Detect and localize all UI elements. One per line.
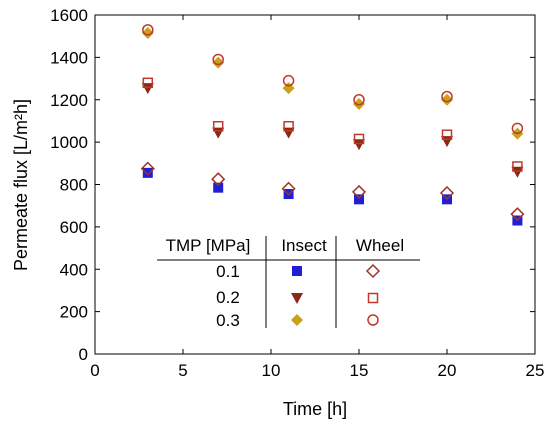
legend-markers — [291, 265, 379, 326]
x-tick-label: 20 — [438, 361, 457, 380]
legend-marker-square-open — [369, 294, 378, 303]
legend-header-insect: Insect — [281, 236, 327, 255]
legend-marker-diamond-open — [367, 265, 379, 277]
x-tick-label: 25 — [526, 361, 545, 380]
x-axis: 0 5 10 15 20 25 — [90, 15, 544, 380]
x-axis-title: Time [h] — [283, 399, 347, 419]
legend-header-tmp: TMP [MPa] — [166, 236, 251, 255]
data-point-diamond — [353, 98, 365, 110]
legend-header-wheel: Wheel — [356, 236, 404, 255]
y-tick-label: 0 — [79, 345, 88, 364]
legend-marker-triangle-down — [291, 293, 303, 304]
legend-row-label-0.1: 0.1 — [216, 262, 240, 281]
data-point-square — [354, 194, 364, 204]
legend-row-label-0.3: 0.3 — [216, 311, 240, 330]
x-tick-label: 10 — [262, 361, 281, 380]
plot-frame — [95, 15, 535, 354]
x-tick-label: 15 — [350, 361, 369, 380]
y-axis: 0 200 400 600 800 1000 1200 1400 1600 — [50, 6, 535, 364]
x-tick-label: 0 — [90, 361, 99, 380]
y-axis-title: Permeate flux [L/m²h] — [11, 99, 31, 271]
y-tick-label: 400 — [60, 260, 88, 279]
data-points — [142, 25, 524, 226]
legend-marker-circle-open — [368, 315, 378, 325]
y-tick-label: 800 — [60, 176, 88, 195]
x-tick-label: 5 — [178, 361, 187, 380]
data-point-square — [143, 168, 153, 178]
y-tick-label: 600 — [60, 218, 88, 237]
y-tick-label: 1400 — [50, 48, 88, 67]
y-tick-label: 1600 — [50, 6, 88, 25]
legend-row-label-0.2: 0.2 — [216, 288, 240, 307]
y-tick-label: 200 — [60, 303, 88, 322]
legend-marker-square — [292, 266, 302, 276]
legend: TMP [MPa] Insect Wheel 0.1 0.2 0.3 — [157, 236, 420, 330]
y-tick-label: 1200 — [50, 91, 88, 110]
y-tick-label: 1000 — [50, 133, 88, 152]
legend-marker-diamond — [291, 314, 303, 326]
